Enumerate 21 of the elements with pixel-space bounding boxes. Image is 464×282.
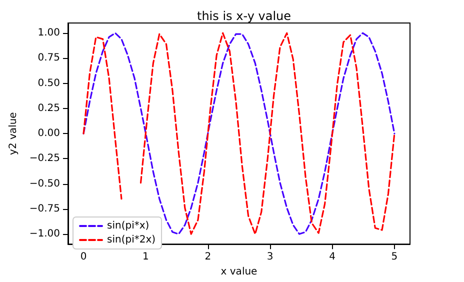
line-series bbox=[82, 32, 396, 235]
x-tick-label: 3 bbox=[266, 252, 274, 263]
y-tick-label: −0.50 bbox=[29, 178, 60, 190]
x-tick-label: 1 bbox=[142, 252, 149, 263]
y-tick-label: 0.00 bbox=[38, 128, 60, 140]
x-axis-title: x value bbox=[220, 266, 258, 278]
y-tick-label: −1.00 bbox=[29, 228, 60, 240]
y-tick-label: −0.75 bbox=[29, 203, 60, 214]
legend-label: sin(pi*2x) bbox=[107, 234, 156, 246]
x-tick-label: 5 bbox=[391, 252, 398, 263]
legend-label: sin(pi*x) bbox=[107, 220, 150, 232]
x-tick-label: 2 bbox=[204, 252, 212, 263]
chart-title: this is x-y value bbox=[196, 9, 292, 23]
y-tick-label: 0.50 bbox=[38, 78, 60, 89]
y-tick-label: 0.25 bbox=[38, 102, 60, 114]
x-tick-label: 4 bbox=[329, 252, 336, 263]
x-tick-label: 0 bbox=[80, 252, 87, 263]
y-axis-title: y2 value bbox=[8, 112, 19, 155]
y-tick-label: 1.00 bbox=[38, 28, 60, 39]
y-tick-label: −0.25 bbox=[29, 153, 60, 164]
y-tick-label: 0.75 bbox=[38, 52, 60, 64]
